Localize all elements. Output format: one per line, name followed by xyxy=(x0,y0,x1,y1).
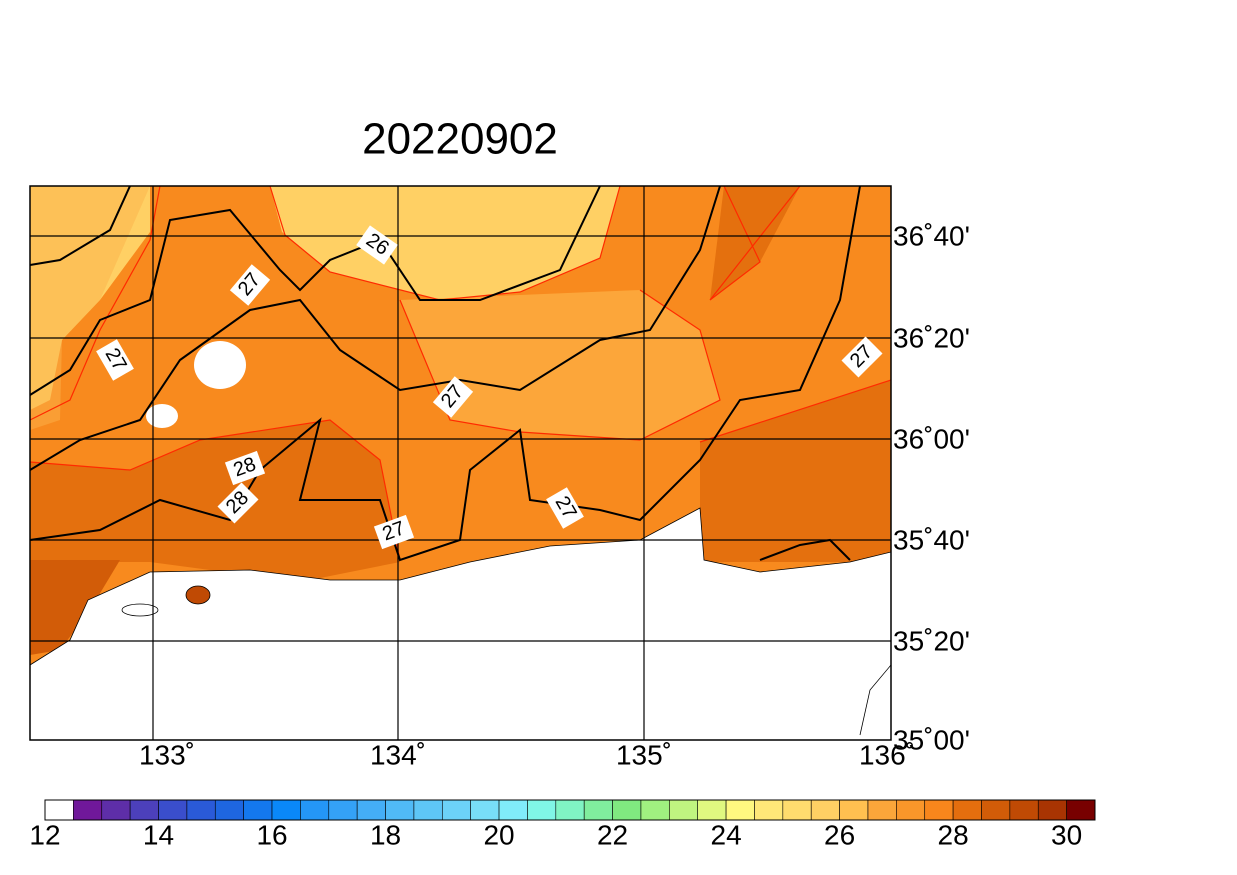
island xyxy=(194,341,246,389)
colorbar-tick-label: 22 xyxy=(597,819,628,850)
colorbar-tick-label: 26 xyxy=(824,819,855,850)
contour xyxy=(29,185,721,471)
colorbar-box xyxy=(470,799,500,821)
colorbar-box xyxy=(810,799,840,821)
colorbar-box xyxy=(413,799,443,821)
colorbar-box xyxy=(640,799,670,821)
contour xyxy=(29,185,131,266)
colorbar-tick-label: 18 xyxy=(370,819,401,850)
contour xyxy=(399,289,721,441)
colorbar-box xyxy=(186,799,216,821)
colorbar-box xyxy=(158,799,188,821)
colorbar-box xyxy=(527,799,557,821)
island xyxy=(185,585,211,605)
colorbar-box xyxy=(896,799,926,821)
lon-label: 133˚ xyxy=(139,739,195,770)
colorbar-box xyxy=(441,799,471,821)
lat-label: 35˚40' xyxy=(893,524,970,555)
colorbar-tick-label: 20 xyxy=(483,819,514,850)
island xyxy=(146,404,178,428)
colorbar-box xyxy=(612,799,642,821)
longitude-labels: 133˚ 134˚ 135˚ 136˚ xyxy=(139,739,915,770)
colorbar-box xyxy=(867,799,897,821)
island xyxy=(121,603,159,617)
colorbar-box xyxy=(300,799,330,821)
colorbar-box xyxy=(101,799,131,821)
contour-label: 27 xyxy=(546,487,584,529)
colorbar-tick-label: 24 xyxy=(711,819,742,850)
colorbar-box xyxy=(924,799,954,821)
colorbar-box xyxy=(1037,799,1067,821)
colorbar-tick-label: 12 xyxy=(29,819,60,850)
colorbar-box xyxy=(754,799,784,821)
region-26 xyxy=(30,186,150,430)
colorbar-box xyxy=(725,799,755,821)
colorbar-box xyxy=(498,799,528,821)
colorbar-box xyxy=(1066,799,1096,821)
colorbar-box xyxy=(44,799,74,821)
colorbar-box xyxy=(1009,799,1039,821)
region-28 xyxy=(700,380,891,562)
title: 20220902 xyxy=(362,115,558,164)
colorbar-box xyxy=(243,799,273,821)
colorbar-box xyxy=(697,799,727,821)
colorbar-box xyxy=(555,799,585,821)
colorbar-box xyxy=(669,799,699,821)
contour-label: 28 xyxy=(224,450,266,486)
colorbar-box xyxy=(214,799,244,821)
lat-label: 35˚00' xyxy=(893,724,970,755)
lat-label: 36˚40' xyxy=(893,220,970,251)
contour-label: 27 xyxy=(373,514,415,550)
colorbar-box xyxy=(839,799,869,821)
graticule xyxy=(30,186,891,740)
contour xyxy=(699,379,892,443)
map-frame xyxy=(29,185,892,741)
colorbar-box xyxy=(583,799,613,821)
coastline xyxy=(859,664,892,736)
lon-label: 135˚ xyxy=(616,739,672,770)
colorbar-box xyxy=(782,799,812,821)
region-29 xyxy=(30,560,120,655)
contour xyxy=(29,185,601,396)
lat-label: 36˚20' xyxy=(893,322,970,353)
colorbar-frame xyxy=(44,799,1096,821)
lat-label: 36˚00' xyxy=(893,423,970,454)
region-25 xyxy=(270,186,620,300)
colorbar-tick-label: 30 xyxy=(1051,819,1082,850)
colorbar-box xyxy=(356,799,386,821)
colorbar-tick-label: 16 xyxy=(256,819,287,850)
lon-label: 134˚ xyxy=(370,739,426,770)
colorbar-tick-label: 14 xyxy=(143,819,174,850)
colorbar-box xyxy=(328,799,358,821)
contour xyxy=(29,419,401,561)
colorbar-box xyxy=(73,799,103,821)
colorbar-box xyxy=(952,799,982,821)
colorbar: 12 14 16 18 20 22 24 26 28 30 xyxy=(29,799,1096,850)
contour xyxy=(709,185,801,301)
latitude-labels: 36˚40' 36˚20' 36˚00' 35˚40' 35˚20' 35˚00… xyxy=(893,220,970,755)
map: 26 27 27 27 28 28 27 27 27 xyxy=(29,185,892,741)
contour xyxy=(759,538,851,561)
colorbar-box xyxy=(385,799,415,821)
region-28 xyxy=(30,420,400,582)
colorbar-tick-label: 28 xyxy=(938,819,969,850)
colorbar-box xyxy=(129,799,159,821)
colorbar-box xyxy=(271,799,301,821)
lon-label: 136˚ xyxy=(859,739,915,770)
colorbar-box xyxy=(981,799,1011,821)
lat-label: 35˚20' xyxy=(893,625,970,656)
